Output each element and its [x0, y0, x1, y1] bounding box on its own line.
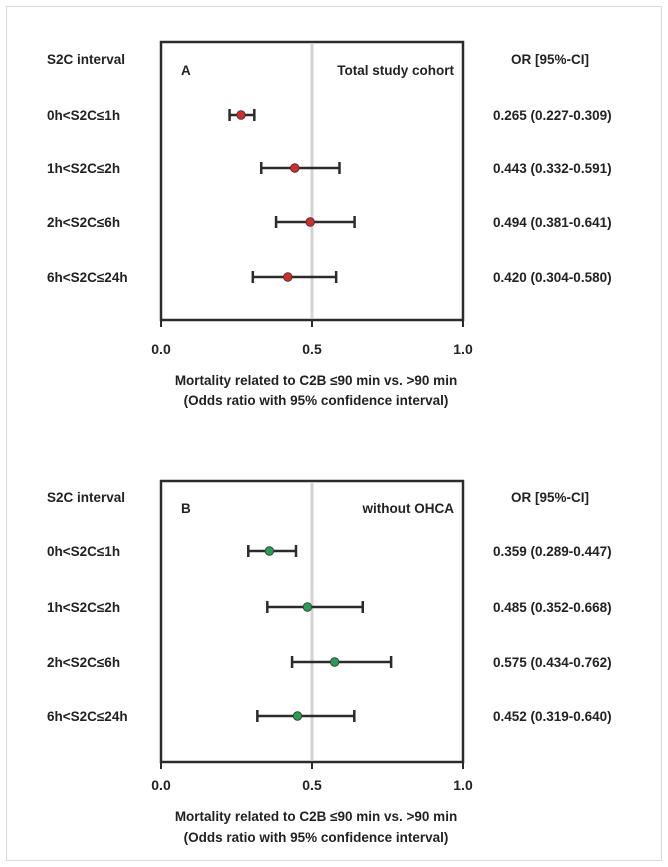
panel-letter: B: [181, 501, 191, 516]
or-value-label: 0.575 (0.434-0.762): [493, 655, 612, 670]
x-axis-sublabel: (Odds ratio with 95% confidence interval…: [184, 393, 449, 408]
row-label: 0h<S2C≤1h: [47, 108, 120, 123]
or-value-label: 0.443 (0.332-0.591): [493, 161, 612, 176]
or-value-label: 0.420 (0.304-0.580): [493, 270, 612, 285]
x-tick-label: 0.0: [151, 341, 171, 357]
odds-ratio-point: [302, 602, 313, 612]
row-label: 6h<S2C≤24h: [47, 709, 128, 724]
x-axis-label: Mortality related to C2B ≤90 min vs. >90…: [175, 809, 457, 824]
row-label: 2h<S2C≤6h: [47, 215, 120, 230]
row-label: 6h<S2C≤24h: [47, 270, 128, 285]
right-header: OR [95%-CI]: [511, 52, 589, 67]
or-value-label: 0.452 (0.319-0.640): [493, 709, 612, 724]
left-header: S2C interval: [47, 490, 125, 505]
figure-frame: [6, 6, 662, 861]
odds-ratio-point: [283, 272, 293, 282]
row-label: 1h<S2C≤2h: [47, 161, 120, 176]
odds-ratio-point: [290, 163, 300, 173]
x-axis-label: Mortality related to C2B ≤90 min vs. >90…: [175, 373, 457, 388]
panel-letter: A: [181, 63, 191, 78]
odds-ratio-point: [236, 110, 246, 120]
panel-title: Total study cohort: [337, 63, 454, 78]
x-tick-label: 0.5: [302, 341, 322, 357]
row-label: 0h<S2C≤1h: [47, 544, 120, 559]
odds-ratio-point: [292, 711, 303, 721]
x-axis-sublabel: (Odds ratio with 95% confidence interval…: [184, 830, 449, 845]
panel-title: without OHCA: [362, 501, 455, 516]
row-label: 1h<S2C≤2h: [47, 600, 120, 615]
or-value-label: 0.485 (0.352-0.668): [493, 600, 612, 615]
or-value-label: 0.359 (0.289-0.447): [493, 544, 612, 559]
x-tick-label: 0.5: [302, 777, 322, 793]
right-header: OR [95%-CI]: [511, 490, 589, 505]
x-tick-label: 0.0: [151, 777, 171, 793]
or-value-label: 0.265 (0.227-0.309): [493, 108, 612, 123]
odds-ratio-point: [305, 217, 315, 227]
x-tick-label: 1.0: [453, 777, 473, 793]
odds-ratio-point: [329, 657, 340, 667]
odds-ratio-point: [264, 546, 275, 556]
x-tick-label: 1.0: [453, 341, 473, 357]
left-header: S2C interval: [47, 52, 125, 67]
or-value-label: 0.494 (0.381-0.641): [493, 215, 612, 230]
row-label: 2h<S2C≤6h: [47, 655, 120, 670]
